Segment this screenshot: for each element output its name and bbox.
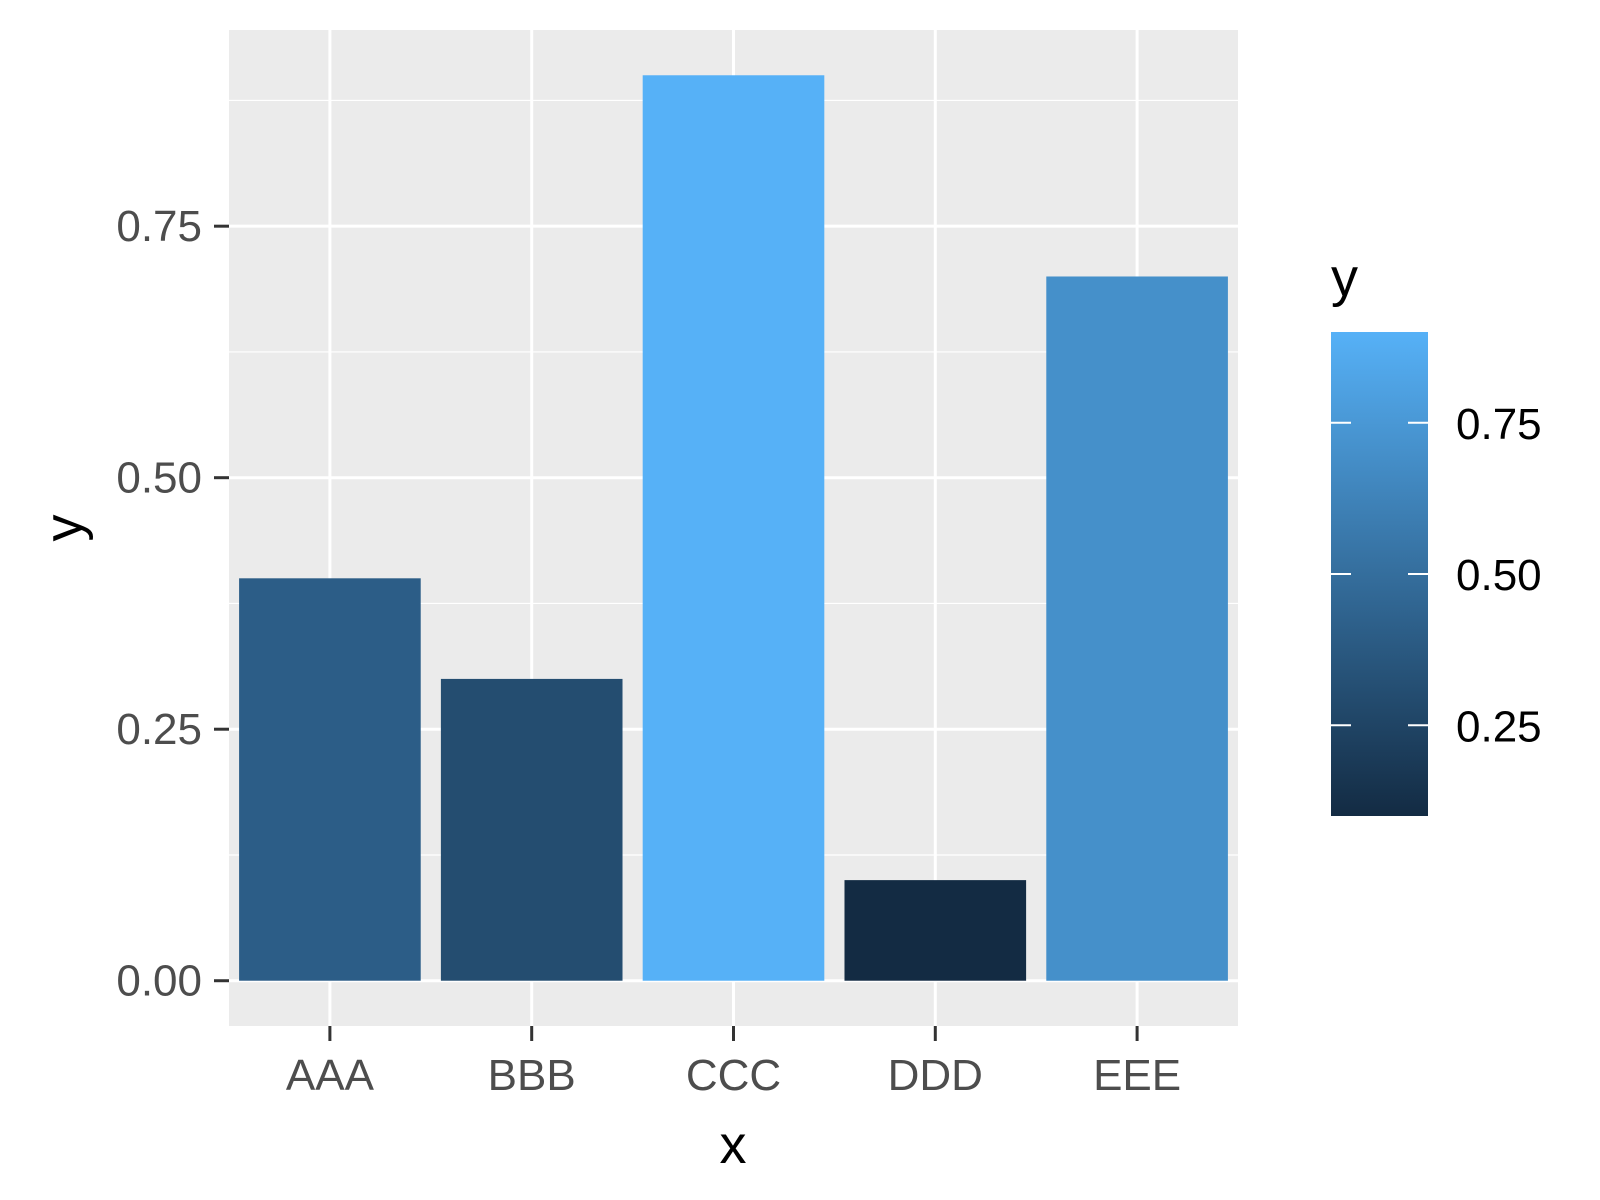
x-tick-label: DDD [888,1051,983,1100]
legend-tick-label: 0.25 [1456,702,1542,751]
legend-tick-label: 0.50 [1456,551,1542,600]
x-tick-label: AAA [286,1051,375,1100]
legend-title: y [1331,248,1358,308]
bar-bbb [440,678,623,981]
bar-aaa [239,578,421,981]
color-legend: y 0.25 0.50 0.75 [1331,248,1542,816]
y-tick-label: 0.50 [116,454,202,503]
x-axis-title: x [720,1115,747,1175]
x-tick-label: BBB [488,1051,576,1100]
bar-ddd [844,880,1027,981]
bar-ccc [642,75,825,981]
x-tick-label: EEE [1093,1051,1181,1100]
y-axis-title: y [34,515,94,542]
x-axis: AAA BBB CCC DDD EEE [286,1026,1181,1100]
bar-eee [1046,276,1228,981]
x-tick-label: CCC [686,1051,781,1100]
y-axis: 0.00 0.25 0.50 0.75 [116,202,229,1006]
legend-ticks: 0.25 0.50 0.75 [1331,400,1542,751]
y-tick-label: 0.00 [116,957,202,1006]
y-tick-label: 0.25 [116,705,202,754]
y-tick-label: 0.75 [116,202,202,251]
legend-tick-label: 0.75 [1456,400,1542,449]
bars [239,75,1228,981]
